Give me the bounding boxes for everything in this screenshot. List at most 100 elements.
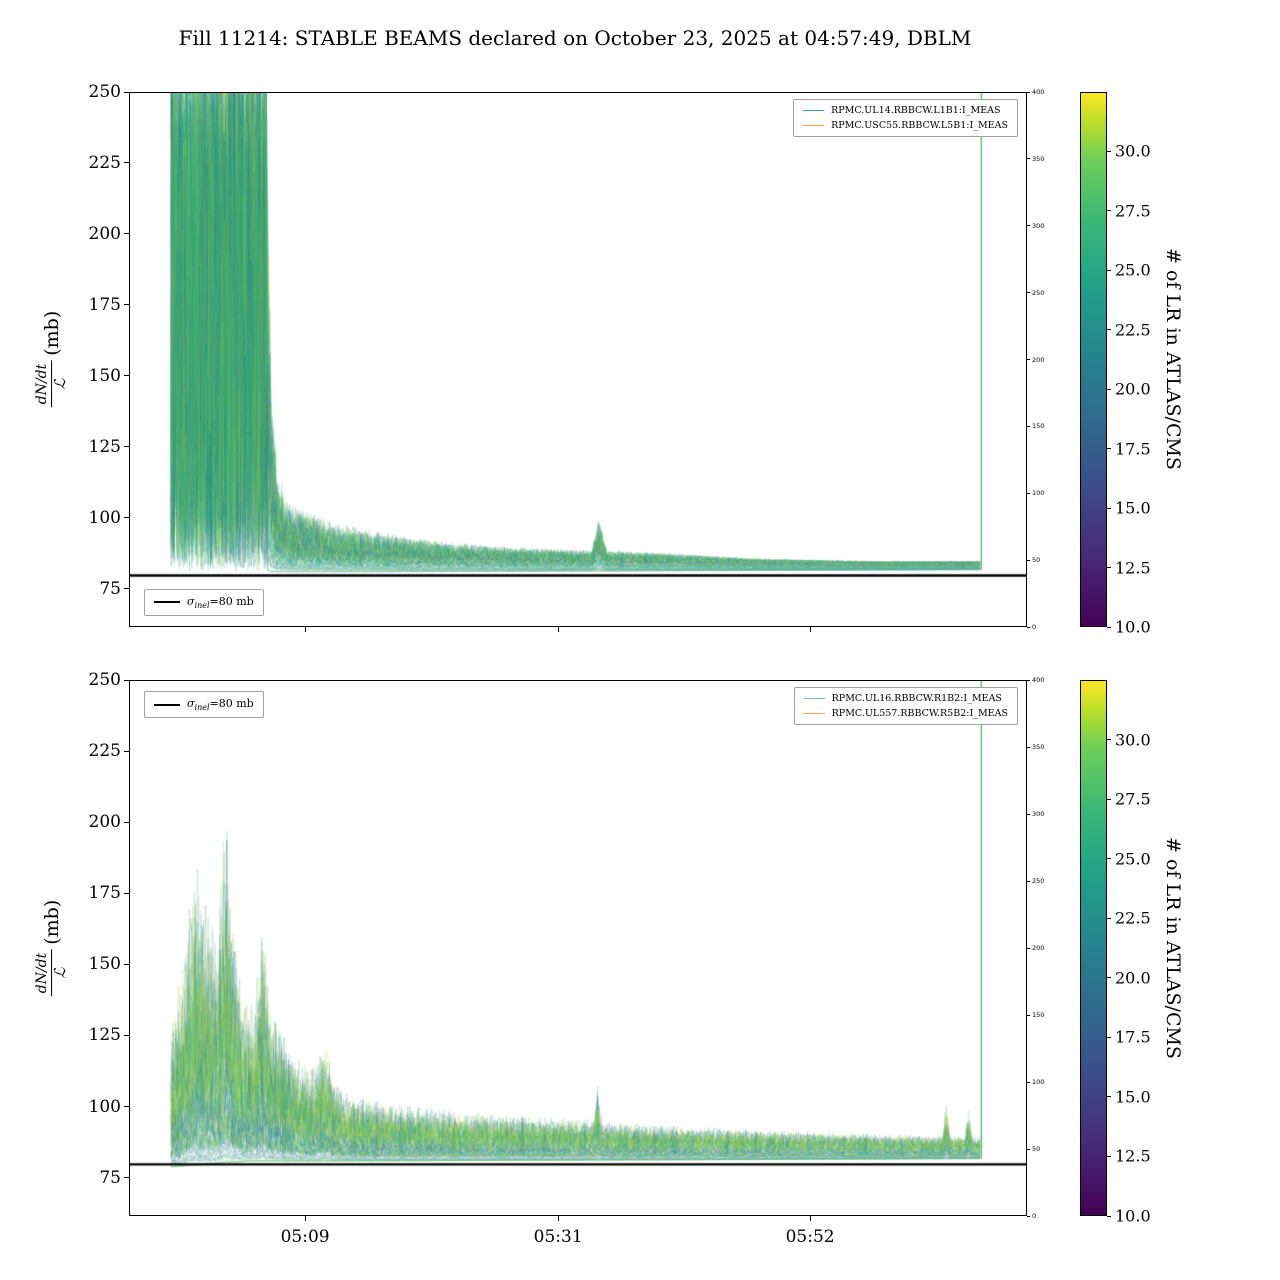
colorbar-tick-label: 15.0	[1115, 498, 1151, 518]
right-axis-tick-label: 250	[1032, 288, 1045, 297]
colorbar-tick-label: 30.0	[1115, 141, 1151, 161]
axis-tick-mark	[124, 1034, 129, 1036]
axis-tick-mark	[124, 162, 129, 164]
y-tick-label: 175	[88, 883, 121, 904]
legend-entry: σinel=80 mb	[154, 697, 254, 712]
axis-tick-mark	[1107, 977, 1111, 979]
subplot-bottom-threshold-legend: σinel=80 mb	[144, 691, 264, 719]
colorbar-tick-label: 27.5	[1115, 789, 1151, 809]
colorbar-tick-label: 17.5	[1115, 439, 1151, 459]
y-tick-label: 75	[99, 1167, 121, 1188]
axis-tick-mark	[1027, 679, 1030, 681]
colorbar-label-top: # of LR in ATLAS/CMS	[1162, 248, 1184, 470]
axis-tick-mark	[1107, 1155, 1111, 1157]
y-tick-label: 125	[88, 436, 121, 457]
axis-tick-mark	[304, 627, 306, 632]
axis-tick-mark	[124, 1106, 129, 1108]
axis-tick-mark	[124, 375, 129, 377]
colorbar-tick-label: 25.0	[1115, 849, 1151, 869]
colorbar-tick-label: 15.0	[1115, 1087, 1151, 1107]
axis-tick-mark	[1027, 746, 1030, 748]
axis-tick-mark	[1107, 329, 1111, 331]
y-axis-label-top: dN/dt ℒ (mb)	[34, 310, 69, 408]
axis-tick-mark	[1027, 1148, 1030, 1150]
axis-tick-mark	[1027, 626, 1030, 628]
axis-tick-mark	[1107, 567, 1111, 569]
axis-tick-mark	[1107, 798, 1111, 800]
ylabel-units: (mb)	[40, 310, 63, 356]
axis-tick-mark	[1027, 292, 1030, 294]
colorbar-tick-label: 27.5	[1115, 201, 1151, 221]
axis-tick-mark	[557, 1216, 559, 1221]
axis-tick-mark	[557, 627, 559, 632]
legend-line-sample	[803, 125, 825, 126]
subplot-top-traces-canvas	[130, 93, 1026, 626]
ylabel-numerator: dN/dt	[34, 360, 53, 408]
legend-line-sample	[803, 110, 825, 111]
x-tick-label: 05:09	[280, 1227, 330, 1247]
y-tick-label: 200	[88, 812, 121, 833]
figure-title: Fill 11214: STABLE BEAMS declared on Oct…	[178, 26, 972, 50]
subplot-top-legend: RPMC.UL14.RBBCW.L1B1:I_MEAS RPMC.USC55.R…	[793, 99, 1018, 137]
axis-tick-mark	[1107, 1215, 1111, 1217]
colorbar-gradient	[1081, 681, 1106, 1215]
subplot-bottom-legend: RPMC.UL16.RBBCW.R1B2:I_MEAS RPMC.UL557.R…	[793, 687, 1018, 725]
axis-tick-mark	[1027, 1215, 1030, 1217]
right-axis-tick-label: 350	[1032, 743, 1045, 751]
axis-tick-mark	[1027, 559, 1030, 561]
colorbar-bottom	[1080, 680, 1107, 1216]
axis-tick-mark	[1107, 1096, 1111, 1098]
y-tick-label: 100	[88, 507, 121, 528]
colorbar-tick-label: 22.5	[1115, 908, 1151, 928]
right-axis-tick-label: 50	[1032, 556, 1041, 565]
axis-tick-mark	[1027, 225, 1030, 227]
legend-entry: RPMC.UL557.RBBCW.R5B2:I_MEAS	[803, 708, 1008, 719]
right-axis-tick-label: 300	[1032, 221, 1045, 230]
axis-tick-mark	[809, 1216, 811, 1221]
right-axis-tick-label: 100	[1032, 489, 1045, 498]
axis-tick-mark	[124, 963, 129, 965]
axis-tick-mark	[124, 304, 129, 306]
colorbar-tick-label: 30.0	[1115, 730, 1151, 750]
threshold-line-sample	[154, 601, 180, 604]
legend-entry: RPMC.UL14.RBBCW.L1B1:I_MEAS	[803, 105, 1008, 116]
y-tick-label: 250	[88, 670, 121, 690]
right-axis-tick-label: 200	[1032, 355, 1045, 364]
right-axis-tick-label: 400	[1032, 676, 1045, 684]
axis-tick-mark	[124, 750, 129, 752]
axis-tick-mark	[124, 233, 129, 235]
ylabel-units: (mb)	[40, 899, 63, 945]
axis-tick-mark	[124, 91, 129, 93]
subplot-top-threshold-legend: σinel=80 mb	[144, 588, 264, 616]
y-tick-label: 100	[88, 1096, 121, 1117]
axis-tick-mark	[809, 627, 811, 632]
subplot-bottom-traces-canvas	[130, 681, 1026, 1215]
y-tick-label: 125	[88, 1025, 121, 1046]
axis-tick-mark	[124, 892, 129, 894]
axis-tick-mark	[1027, 91, 1030, 93]
axis-tick-mark	[1027, 1014, 1030, 1016]
right-axis-tick-label: 100	[1032, 1078, 1045, 1086]
axis-tick-mark	[304, 1216, 306, 1221]
right-axis-tick-label: 300	[1032, 810, 1045, 818]
right-axis-tick-label: 200	[1032, 944, 1045, 952]
threshold-line-sample	[154, 703, 180, 706]
colorbar-tick-label: 17.5	[1115, 1027, 1151, 1047]
axis-tick-mark	[1027, 359, 1030, 360]
axis-tick-mark	[124, 446, 129, 448]
subplot-bottom: σinel=80 mb RPMC.UL16.RBBCW.R1B2:I_MEAS …	[129, 680, 1027, 1216]
legend-line-sample	[803, 713, 825, 714]
right-axis-tick-label: 0	[1032, 1212, 1037, 1220]
right-axis-tick-label: 400	[1032, 88, 1045, 96]
axis-tick-mark	[124, 821, 129, 823]
colorbar-label-bottom: # of LR in ATLAS/CMS	[1162, 837, 1184, 1059]
legend-entry-label: RPMC.UL16.RBBCW.R1B2:I_MEAS	[831, 693, 1002, 704]
legend-entry-label: RPMC.UL557.RBBCW.R5B2:I_MEAS	[831, 708, 1008, 719]
legend-entry: RPMC.UL16.RBBCW.R1B2:I_MEAS	[803, 693, 1008, 704]
axis-tick-mark	[1107, 507, 1111, 509]
colorbar-tick-label: 20.0	[1115, 968, 1151, 988]
colorbar-tick-label: 12.5	[1115, 1146, 1151, 1166]
y-tick-label: 75	[99, 578, 121, 599]
axis-tick-mark	[1107, 448, 1111, 450]
